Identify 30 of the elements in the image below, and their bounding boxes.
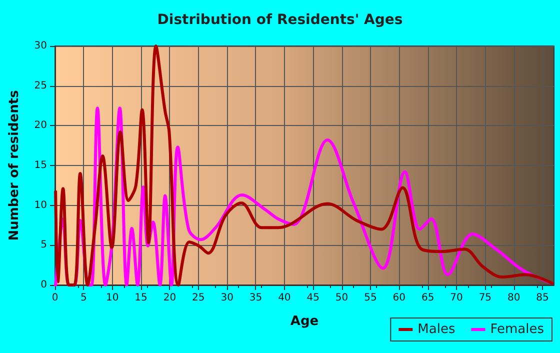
x-tick-label: 10: [106, 292, 119, 304]
x-tick-label: 15: [134, 292, 148, 304]
x-tick-label: 60: [392, 292, 406, 304]
x-tick-label: 55: [364, 292, 377, 304]
y-tick-label: 10: [34, 200, 47, 211]
legend-label: Females: [490, 322, 544, 337]
x-tick-label: 35: [249, 292, 262, 304]
y-axis-title: Number of residents: [7, 90, 22, 241]
chart-title: Distribution of Residents' Ages: [157, 12, 403, 28]
x-tick-label: 85: [536, 292, 549, 304]
x-tick-label: 40: [278, 292, 291, 304]
x-tick-label: 20: [163, 292, 176, 304]
x-tick-label: 0: [52, 292, 58, 304]
y-tick-label: 5: [40, 240, 47, 251]
x-tick-label: 25: [192, 292, 205, 304]
x-axis-title: Age: [290, 314, 319, 329]
x-tick-label: 75: [478, 292, 492, 304]
x-tick-label: 65: [421, 292, 434, 304]
x-tick-label: 50: [335, 292, 348, 304]
y-tick-label: 20: [34, 120, 47, 132]
x-tick-label: 30: [220, 292, 234, 304]
x-tick-label: 5: [80, 292, 87, 304]
legend-label: Males: [418, 322, 456, 337]
y-tick-label: 25: [34, 80, 47, 92]
y-tick-label: 30: [34, 40, 47, 52]
x-tick-label: 70: [450, 292, 463, 304]
x-tick-label: 80: [507, 292, 520, 304]
x-tick-label: 45: [306, 292, 320, 304]
y-tick-label: 0: [40, 280, 47, 290]
y-tick-label: 15: [34, 160, 47, 171]
